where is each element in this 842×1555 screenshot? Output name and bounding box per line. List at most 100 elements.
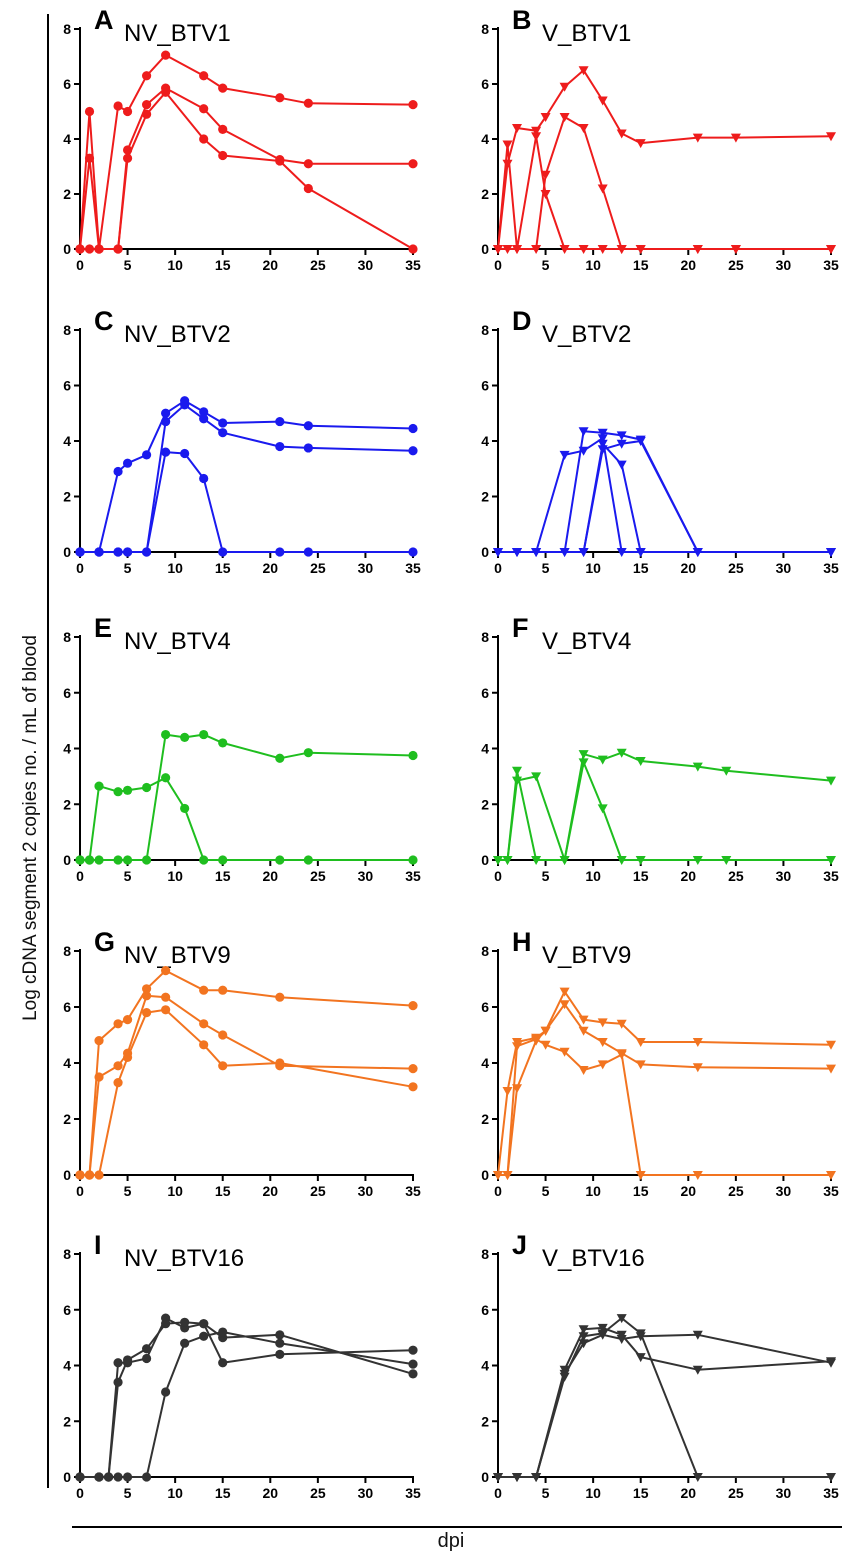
data-point (75, 1170, 85, 1180)
data-point (275, 855, 285, 865)
data-point (113, 1358, 123, 1368)
x-tick-label: 35 (405, 1485, 421, 1501)
data-point (721, 766, 732, 776)
data-point (303, 443, 313, 453)
data-point (84, 855, 95, 865)
x-tick-label: 35 (405, 1183, 421, 1199)
series-line-1 (80, 969, 414, 1176)
data-point (826, 1358, 836, 1368)
x-tick-label: 25 (728, 257, 744, 273)
series-line-1 (498, 437, 831, 553)
panel-B: 0 2 4 6 8 0 5 10 15 20 25 30 35 B V_BTV1 (481, 5, 839, 273)
series-line-1 (80, 1317, 414, 1478)
data-point (199, 855, 209, 865)
y-tick-label: 2 (63, 1111, 71, 1127)
data-point (161, 87, 171, 97)
y-tick-label: 8 (63, 629, 71, 645)
data-point (408, 446, 418, 456)
data-point (512, 1042, 522, 1052)
data-point (94, 547, 104, 557)
data-point (502, 1087, 513, 1096)
panel-title: V_BTV16 (542, 1245, 645, 1272)
x-tick-label: 15 (633, 560, 649, 576)
data-point (161, 416, 171, 427)
panel-letter: D (512, 306, 532, 336)
data-point (692, 1063, 703, 1073)
y-axis-title-text: Log cDNA segment 2 copies no. / mL of bl… (20, 635, 41, 1021)
panel-title: V_BTV2 (542, 321, 631, 348)
data-point (597, 1018, 608, 1028)
y-tick-label: 0 (481, 1167, 489, 1183)
data-point (826, 1171, 836, 1180)
y-tick-label: 6 (63, 685, 71, 701)
data-point (303, 547, 313, 557)
data-point (635, 245, 646, 254)
data-point (578, 427, 589, 437)
x-tick-label: 5 (542, 257, 550, 273)
x-tick-label: 25 (728, 868, 744, 884)
data-point (113, 1078, 123, 1088)
data-point (113, 1472, 123, 1482)
data-point (142, 1344, 152, 1354)
data-point (142, 991, 152, 1001)
data-point (94, 1170, 104, 1180)
data-point (408, 855, 418, 865)
panel-A: 0 2 4 6 8 0 5 10 15 20 25 30 35 A NV_BTV1 (63, 5, 421, 273)
data-point (493, 245, 503, 254)
x-tick-label: 20 (680, 1183, 696, 1199)
x-tick-label: 35 (823, 560, 839, 576)
data-point (122, 458, 133, 468)
data-point (94, 855, 104, 865)
data-point (408, 1369, 418, 1379)
data-point (218, 124, 228, 134)
x-tick-label: 15 (633, 868, 649, 884)
data-point (94, 1472, 104, 1482)
x-tick-label: 25 (310, 1183, 326, 1199)
data-point (578, 758, 589, 768)
x-tick-label: 10 (585, 1485, 601, 1501)
panel-F: 0 2 4 6 8 0 5 10 15 20 25 30 35 F V_BTV4 (481, 613, 839, 884)
y-tick-label: 4 (481, 1358, 489, 1374)
data-point (493, 856, 503, 865)
y-tick-label: 6 (63, 1302, 71, 1318)
y-tick-label: 0 (481, 241, 489, 257)
data-point (730, 133, 741, 143)
panel-I: 0 2 4 6 8 0 5 10 15 20 25 30 35 I NV_BTV16 (63, 1230, 421, 1501)
data-point (199, 1319, 209, 1329)
data-point (408, 423, 418, 434)
x-tick-label: 30 (776, 560, 792, 576)
data-point (559, 245, 570, 254)
data-point (122, 1472, 133, 1482)
y-tick-label: 0 (481, 852, 489, 868)
data-point (616, 748, 627, 758)
data-point (597, 428, 608, 438)
data-point (218, 985, 228, 995)
data-point (218, 428, 228, 438)
y-tick-label: 6 (63, 378, 71, 394)
data-point (493, 548, 503, 557)
x-tick-label: 10 (167, 868, 183, 884)
x-tick-label: 30 (358, 1183, 374, 1199)
y-tick-label: 8 (63, 943, 71, 959)
data-point (692, 762, 703, 772)
y-tick-label: 6 (481, 76, 489, 92)
series-line-3 (498, 440, 831, 553)
data-point (531, 132, 542, 142)
data-point (635, 1353, 646, 1363)
data-point (180, 1317, 190, 1327)
data-point (303, 421, 313, 431)
data-point (616, 1335, 627, 1344)
data-point (597, 434, 608, 444)
data-point (826, 856, 836, 865)
data-point (559, 548, 570, 557)
data-point (616, 856, 627, 865)
data-point (408, 1064, 418, 1074)
data-point (512, 1473, 522, 1482)
data-point (540, 170, 551, 180)
data-point (122, 547, 133, 557)
x-tick-label: 35 (405, 257, 421, 273)
data-point (616, 245, 627, 254)
y-tick-label: 4 (481, 1055, 489, 1071)
x-tick-label: 35 (405, 560, 421, 576)
series-line-2 (498, 1003, 832, 1176)
